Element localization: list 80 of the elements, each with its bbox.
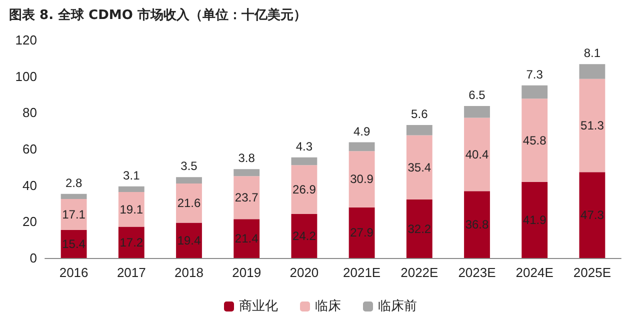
- legend-label: 临床前: [378, 299, 417, 314]
- bar: [291, 157, 318, 166]
- x-tick-label: 2016: [59, 265, 88, 280]
- data-label: 15.4: [62, 237, 86, 252]
- bar: [118, 186, 144, 192]
- data-label: 26.9: [292, 182, 316, 197]
- data-label: 3.8: [238, 151, 256, 166]
- y-tick-label: 20: [22, 214, 37, 230]
- data-label: 21.4: [234, 232, 259, 246]
- bar: [348, 142, 375, 152]
- bar: [464, 118, 490, 192]
- data-label: 23.7: [234, 190, 259, 205]
- bar: [60, 198, 87, 230]
- bar: [118, 226, 144, 258]
- bar: [522, 98, 548, 182]
- bar: [176, 222, 202, 258]
- bar: [579, 64, 606, 79]
- data-label: 35.4: [408, 160, 432, 174]
- data-label: 47.3: [580, 208, 604, 222]
- data-label: 3.1: [123, 168, 140, 182]
- bar: [464, 191, 490, 258]
- data-label: 6.5: [468, 88, 486, 102]
- bar: [291, 165, 318, 214]
- x-tick-label: 2017: [116, 265, 146, 280]
- bar: [176, 184, 202, 223]
- data-label: 7.3: [526, 67, 544, 82]
- x-tick-label: 2023E: [458, 265, 496, 280]
- data-label: 19.4: [177, 233, 201, 248]
- data-label: 30.9: [350, 172, 374, 186]
- bar: [118, 192, 144, 227]
- data-label: 24.2: [292, 229, 316, 244]
- data-label: 36.8: [465, 218, 489, 232]
- bar: [234, 176, 260, 220]
- data-label: 17.1: [62, 207, 86, 222]
- bar: [60, 194, 87, 199]
- data-label: 51.3: [580, 118, 604, 132]
- data-label: 17.2: [120, 235, 144, 250]
- x-tick-label: 2024E: [516, 265, 554, 280]
- data-label: 21.6: [177, 196, 201, 210]
- data-label: 8.1: [584, 46, 601, 60]
- bar: [406, 135, 432, 200]
- y-tick-label: 120: [15, 32, 37, 48]
- y-tick-label: 40: [22, 178, 37, 193]
- x-tick-label: 2019: [232, 265, 262, 280]
- bar: [176, 177, 202, 184]
- bar: [579, 78, 606, 172]
- y-tick-label: 0: [30, 250, 37, 266]
- x-tick-label: 2025E: [573, 265, 612, 280]
- bar: [234, 219, 260, 258]
- y-tick-label: 60: [22, 142, 37, 156]
- data-label: 41.9: [522, 212, 547, 227]
- x-tick-label: 2022E: [400, 265, 439, 280]
- bar: [234, 169, 260, 176]
- x-tick-label: 2021E: [343, 265, 381, 280]
- x-tick-label: 2020: [290, 265, 319, 280]
- bar: [522, 182, 548, 258]
- bar: [406, 200, 432, 258]
- bar: [348, 151, 375, 208]
- data-label: 40.4: [465, 147, 489, 162]
- data-label: 19.1: [120, 202, 144, 216]
- bar: [579, 172, 606, 258]
- x-tick-label: 2018: [174, 265, 204, 280]
- data-label: 2.8: [65, 176, 82, 190]
- data-label: 4.9: [353, 124, 370, 138]
- data-label: 4.3: [296, 139, 313, 154]
- bar: [348, 207, 375, 258]
- chart-title: 图表 8. 全球 CDMO 市场收入（单位：十亿美元）: [9, 7, 306, 23]
- bar: [291, 214, 318, 258]
- bar: [464, 106, 490, 118]
- y-tick-label: 100: [15, 68, 37, 84]
- data-label: 3.5: [180, 159, 198, 174]
- bar: [522, 85, 548, 99]
- bar: [406, 125, 432, 136]
- data-label: 5.6: [411, 107, 428, 122]
- legend-label: 商业化: [239, 299, 278, 314]
- data-label: 32.2: [408, 222, 432, 236]
- legend-label: 临床: [315, 299, 341, 314]
- data-label: 45.8: [522, 133, 547, 148]
- y-tick-label: 80: [22, 105, 37, 120]
- data-label: 27.9: [350, 226, 374, 240]
